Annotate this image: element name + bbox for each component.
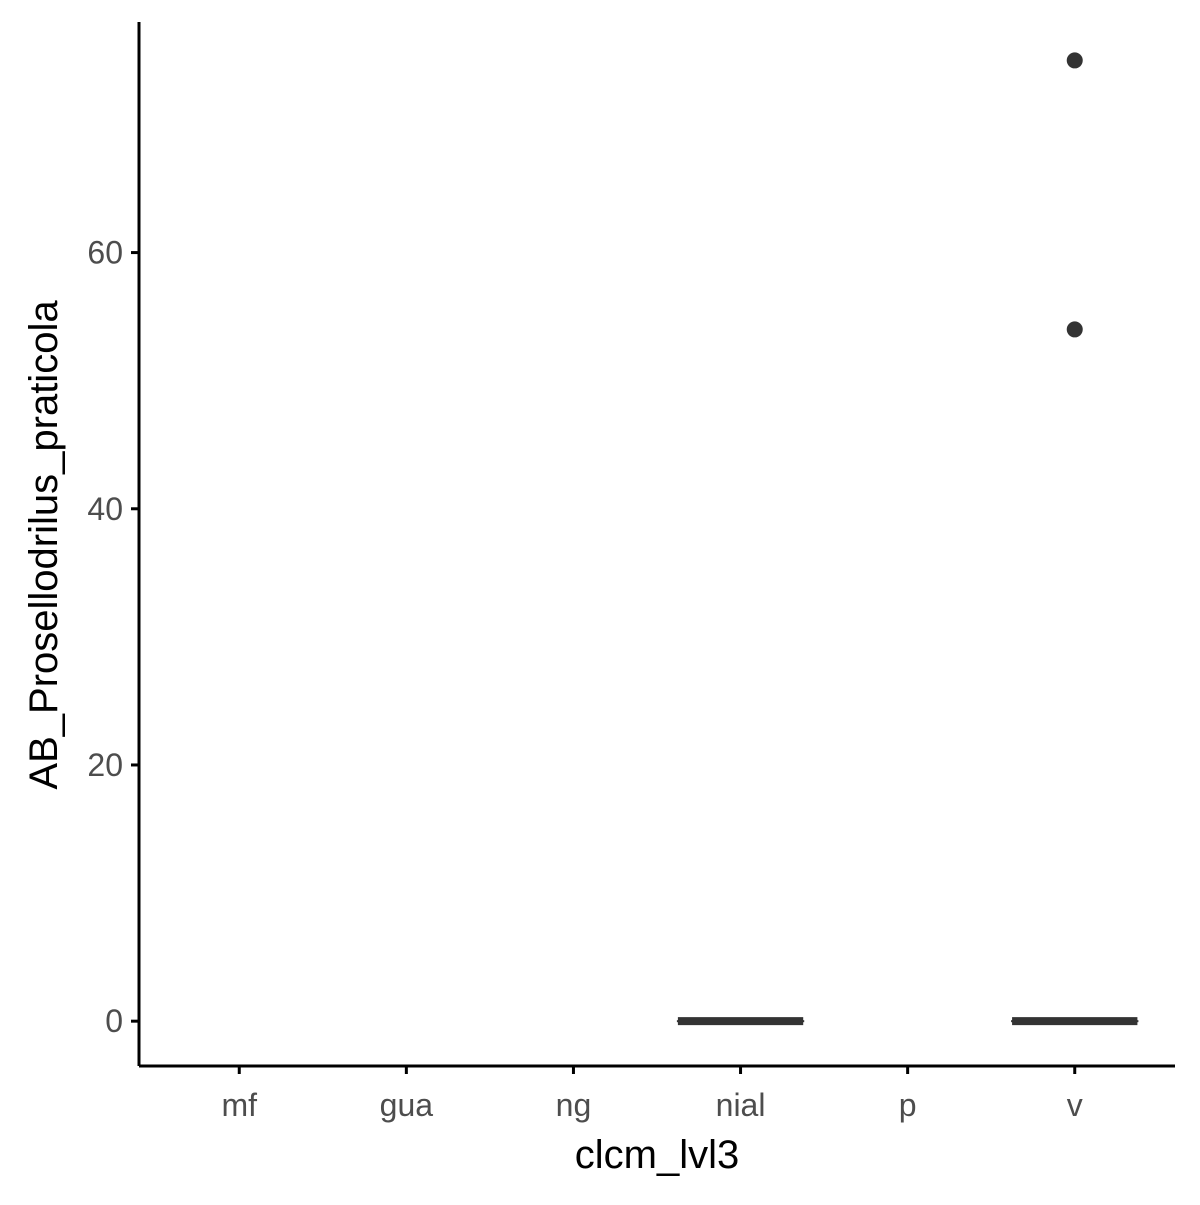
y-tick-label: 60 [87,235,123,271]
y-tick-label: 40 [87,491,123,527]
x-ticks-layer: mf gua ng nial p v [221,1066,1082,1123]
boxes-layer [678,52,1138,1021]
x-tick-label: gua [380,1087,434,1123]
y-tick-label: 0 [105,1003,123,1039]
x-tick-label: nial [716,1087,766,1123]
axes-layer [139,22,1175,1066]
y-axis-title: AB_Prosellodrilus_praticola [22,300,66,790]
x-tick-label: mf [221,1087,257,1123]
x-tick-label: ng [556,1087,592,1123]
outlier-point [1067,52,1083,68]
y-tick-label: 20 [87,747,123,783]
x-tick-label: v [1067,1087,1083,1123]
x-tick-label: p [899,1087,917,1123]
y-ticks-layer: 0 20 40 60 [87,235,139,1040]
x-axis-title: clcm_lvl3 [575,1133,739,1177]
box-v [1012,52,1137,1021]
outlier-point [1067,321,1083,337]
